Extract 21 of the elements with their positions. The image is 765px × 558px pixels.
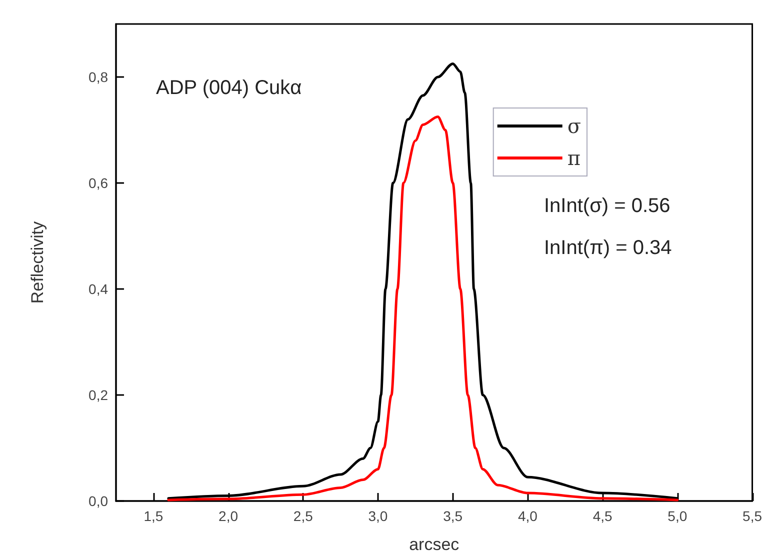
- x-tick-label: 3,5: [443, 508, 463, 524]
- x-tick-label: 4,5: [592, 508, 612, 524]
- y-axis-title: Reflectivity: [28, 220, 47, 304]
- x-tick-label: 5,0: [668, 508, 688, 524]
- x-tick-label: 2,0: [218, 508, 238, 524]
- y-tick-label: 0,6: [88, 175, 108, 191]
- annotation: InInt(π) = 0.34: [544, 237, 672, 259]
- y-tick-label: 0,2: [88, 387, 108, 403]
- x-tick-label: 1,5: [144, 508, 164, 524]
- y-tick-label: 0,4: [88, 281, 108, 297]
- x-axis-title: arcsec: [409, 535, 460, 554]
- x-tick-label: 3,0: [368, 508, 388, 524]
- y-tick-label: 0,0: [88, 493, 108, 509]
- x-tick-label: 2,5: [293, 508, 314, 524]
- x-tick-label: 4,0: [518, 508, 538, 524]
- legend-label: σ: [567, 114, 582, 138]
- x-tick-label: 5,5: [742, 508, 762, 524]
- legend-label: π: [567, 146, 581, 170]
- y-tick-label: 0,8: [88, 69, 108, 85]
- annotation: ADP (004) Cukα: [156, 77, 302, 99]
- annotation: InInt(σ) = 0.56: [544, 195, 670, 217]
